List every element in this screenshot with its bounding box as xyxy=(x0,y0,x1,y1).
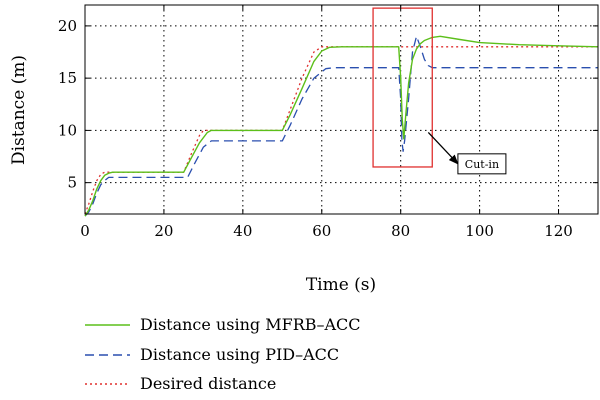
series-lines xyxy=(84,35,599,217)
x-tick-label: 60 xyxy=(312,222,331,240)
legend-label-1: Distance using PID–ACC xyxy=(140,345,339,364)
x-tick-label: 120 xyxy=(544,222,573,240)
cut-in-annotation: Cut-in xyxy=(372,7,507,175)
cut-in-label: Cut-in xyxy=(465,158,499,171)
x-tick-label: 40 xyxy=(233,222,252,240)
legend: Distance using MFRB–ACC Distance using PI… xyxy=(85,315,361,393)
y-tick-label: 5 xyxy=(67,174,77,192)
y-tick-label: 15 xyxy=(58,69,77,87)
grid xyxy=(85,5,598,214)
series-line-0 xyxy=(84,35,599,217)
plot-frame xyxy=(84,4,599,215)
legend-label-0: Distance using MFRB–ACC xyxy=(140,315,361,334)
x-tick-label: 100 xyxy=(465,222,494,240)
y-tick-label: 20 xyxy=(58,17,77,35)
y-tick-label: 10 xyxy=(58,121,77,139)
x-tick-label: 80 xyxy=(391,222,410,240)
cut-in-box xyxy=(372,7,433,168)
axis-ticks: 0 20 40 60 80 100 120 5 10 15 20 xyxy=(58,5,598,240)
legend-label-2: Desired distance xyxy=(140,374,276,393)
cut-in-label-box xyxy=(457,153,507,175)
series-line-2 xyxy=(84,46,598,215)
cut-in-arrow xyxy=(427,132,459,165)
series-line-1 xyxy=(84,35,598,217)
x-axis-title: Time (s) xyxy=(306,275,376,295)
x-tick-label: 0 xyxy=(80,222,90,240)
y-axis-title: Distance (m) xyxy=(9,55,29,165)
x-tick-label: 20 xyxy=(154,222,173,240)
